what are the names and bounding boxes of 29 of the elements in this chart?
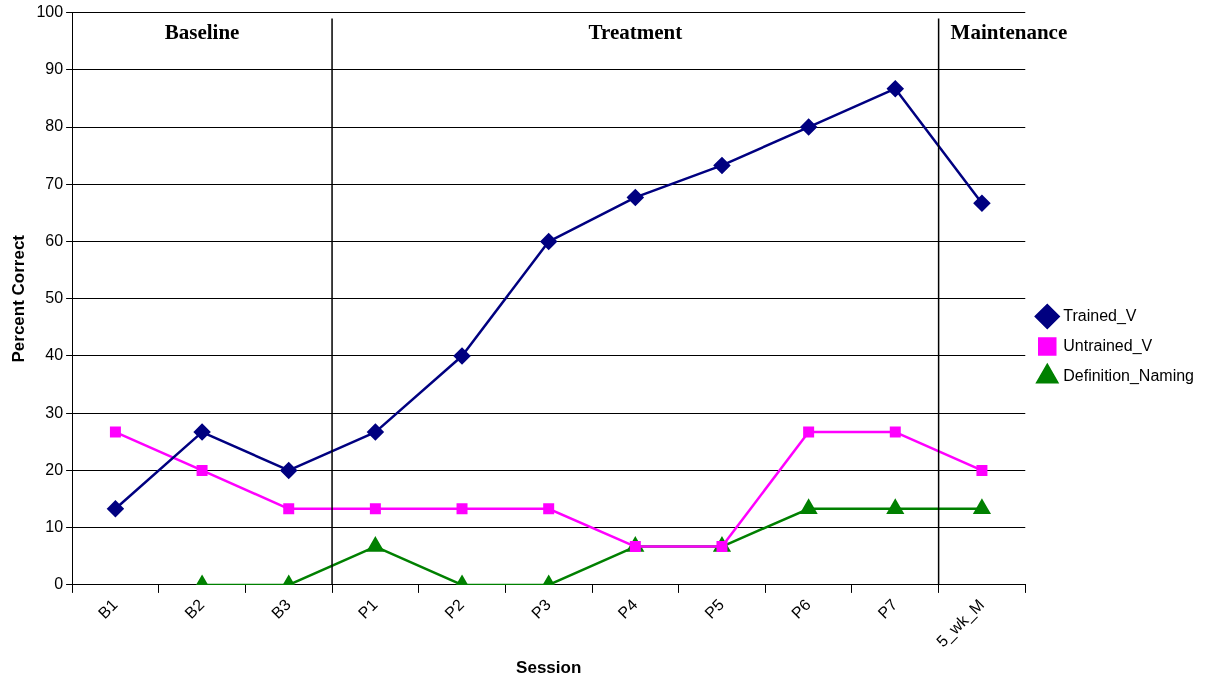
y-tick-label: 50 (45, 289, 64, 307)
annotation: Treatment (588, 19, 683, 44)
x-tick-label: P4 (614, 595, 641, 622)
x-axis-title: Session (516, 658, 582, 678)
y-tick-label: 90 (45, 60, 64, 78)
x-tick-label: P3 (528, 595, 554, 622)
y-tick-label: 20 (45, 460, 64, 478)
y-tick-label: 70 (45, 174, 64, 192)
legend-label: Untrained_V (1063, 336, 1153, 355)
x-tick-label: B2 (181, 595, 208, 622)
y-tick-label: 10 (45, 518, 64, 536)
y-axis-title: Percent Correct (8, 234, 28, 363)
x-tick-label: P1 (354, 595, 381, 622)
x-tick-label: P6 (788, 595, 814, 622)
y-tick-label: 40 (45, 346, 64, 364)
x-tick-label: P7 (874, 595, 901, 622)
y-tick-label: 100 (36, 3, 64, 21)
x-tick-label: B3 (268, 595, 295, 622)
annotation: Baseline (164, 19, 240, 44)
y-tick-label: 30 (45, 403, 64, 421)
y-tick-label: 80 (45, 117, 64, 135)
x-tick-label: P5 (701, 595, 728, 622)
x-tick-label: P2 (441, 595, 468, 622)
y-tick-label: 0 (54, 575, 64, 593)
legend-label: Trained_V (1063, 306, 1137, 325)
y-tick-label: 60 (45, 231, 64, 249)
x-tick-label: B1 (94, 595, 121, 622)
annotation: Maintenance (950, 19, 1068, 44)
legend-label: Definition_Naming (1063, 366, 1194, 385)
